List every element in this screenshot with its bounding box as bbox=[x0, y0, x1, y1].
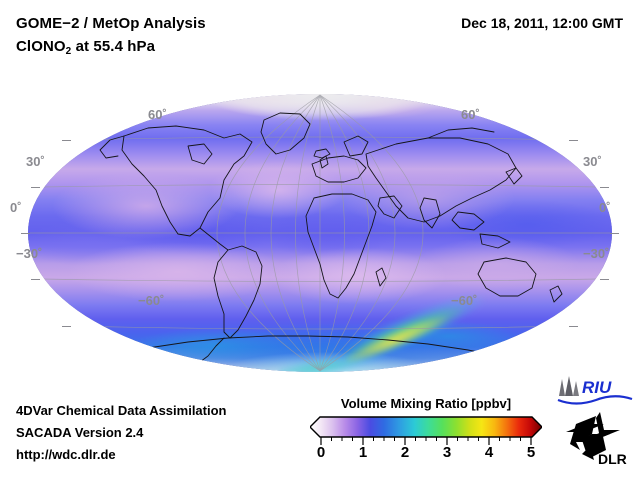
footer-line-version: SACADA Version 2.4 bbox=[16, 425, 144, 440]
lat-label-right-0: 0˚ bbox=[599, 200, 611, 215]
graticule-meridians bbox=[216, 94, 424, 372]
lat-tick-right-0 bbox=[610, 233, 619, 234]
riu-wave-icon bbox=[557, 395, 633, 405]
lat-label-left-60: 60˚ bbox=[148, 107, 167, 122]
riu-logo-text: RIU bbox=[582, 378, 612, 397]
lat-label-left-0: 0˚ bbox=[10, 200, 22, 215]
lat-label-right-30: 30˚ bbox=[583, 154, 602, 169]
colorbar-tick-2: 2 bbox=[400, 444, 410, 461]
species-formula-subscript: 2 bbox=[65, 46, 72, 57]
lat-tick-right-30 bbox=[600, 187, 609, 188]
riu-logo: RIU bbox=[557, 376, 633, 405]
lat-tick-left-60 bbox=[62, 140, 71, 141]
coastlines bbox=[99, 112, 563, 363]
colorbar-tick-0: 0 bbox=[316, 444, 326, 461]
map-projection-ellipse bbox=[28, 94, 612, 372]
lat-label-left-m30: −30˚ bbox=[16, 246, 43, 261]
lat-label-right-m60: −60˚ bbox=[451, 293, 478, 308]
colorbar-gradient bbox=[310, 416, 542, 438]
colorbar-tick-5: 5 bbox=[526, 444, 536, 461]
colorbar-ticks bbox=[320, 437, 532, 445]
dlr-logo: DLR bbox=[566, 412, 627, 467]
lat-label-left-m60: −60˚ bbox=[138, 293, 165, 308]
lat-label-left-30: 30˚ bbox=[26, 154, 45, 169]
map-globe bbox=[21, 94, 619, 372]
map-overlay bbox=[30, 94, 610, 372]
map-panel: 60˚ 60˚ 30˚ 30˚ 0˚ 0˚ −30˚ −30˚ −60˚ −60… bbox=[0, 82, 640, 382]
lat-label-right-60: 60˚ bbox=[461, 107, 480, 122]
lat-tick-left-30 bbox=[31, 187, 40, 188]
dlr-pinwheel-icon bbox=[566, 412, 620, 460]
colorbar-tick-3: 3 bbox=[442, 444, 452, 461]
species-pressure-level: at 55.4 hPa bbox=[71, 38, 156, 55]
lat-tick-left-0 bbox=[21, 233, 30, 234]
riu-spire-icon bbox=[559, 376, 579, 396]
lat-tick-right-60 bbox=[569, 140, 578, 141]
species-title: ClONO2 at 55.4 hPa bbox=[16, 35, 416, 60]
colorbar-title: Volume Mixing Ratio [ppbv] bbox=[340, 396, 512, 411]
footer-text-block: 4DVar Chemical Data Assimilation SACADA … bbox=[16, 400, 227, 466]
lat-tick-right-m30 bbox=[600, 279, 609, 280]
footer-line-url[interactable]: http://wdc.dlr.de bbox=[16, 447, 116, 462]
species-formula-prefix: ClONO bbox=[16, 38, 66, 55]
colorbar-tick-labels: 0 1 2 3 4 5 bbox=[310, 444, 542, 464]
colorbar-tick-4: 4 bbox=[484, 444, 494, 461]
footer-line-method: 4DVar Chemical Data Assimilation bbox=[16, 403, 227, 418]
header-timestamp: Dec 18, 2011, 12:00 GMT bbox=[461, 15, 623, 31]
lat-label-right-m30: −30˚ bbox=[583, 246, 610, 261]
dlr-logo-text: DLR bbox=[598, 451, 627, 467]
lat-tick-left-m30 bbox=[31, 279, 40, 280]
lat-tick-right-m60 bbox=[569, 326, 578, 327]
colorbar-panel: Volume Mixing Ratio [ppbv] bbox=[310, 396, 542, 474]
header-title-block: GOME−2 / MetOp Analysis ClONO2 at 55.4 h… bbox=[16, 12, 416, 60]
instrument-title: GOME−2 / MetOp Analysis bbox=[16, 15, 206, 32]
lat-tick-left-m60 bbox=[62, 326, 71, 327]
colorbar-tick-1: 1 bbox=[358, 444, 368, 461]
